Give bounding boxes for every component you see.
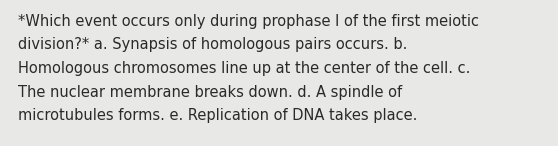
Text: division?* a. Synapsis of homologous pairs occurs. b.: division?* a. Synapsis of homologous pai… xyxy=(18,38,407,53)
Text: The nuclear membrane breaks down. d. A spindle of: The nuclear membrane breaks down. d. A s… xyxy=(18,85,402,100)
Text: Homologous chromosomes line up at the center of the cell. c.: Homologous chromosomes line up at the ce… xyxy=(18,61,470,76)
Text: *Which event occurs only during prophase I of the first meiotic: *Which event occurs only during prophase… xyxy=(18,14,479,29)
Text: microtubules forms. e. Replication of DNA takes place.: microtubules forms. e. Replication of DN… xyxy=(18,108,417,123)
